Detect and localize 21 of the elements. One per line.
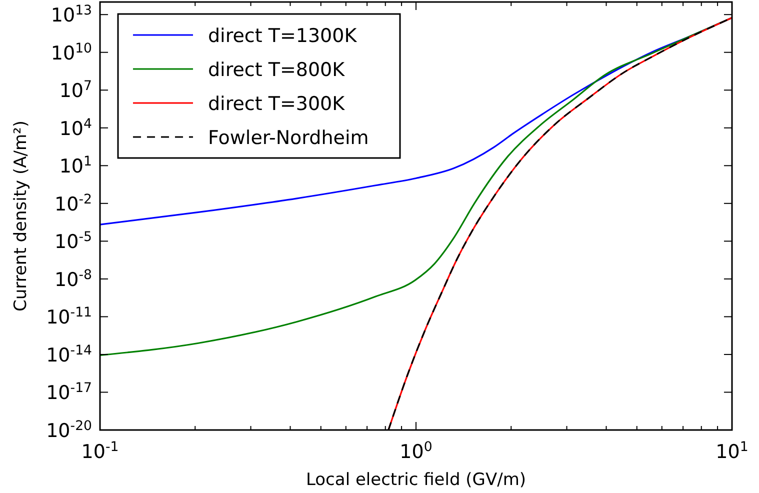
y-tick-label: 10$^{-5}$ xyxy=(54,230,92,254)
y-tick-label: 10$^{-2}$ xyxy=(54,192,92,216)
y-tick-label: 10$^{-14}$ xyxy=(46,342,92,366)
y-tick-label: 10$^{-17}$ xyxy=(46,380,92,404)
x-tick-label: 10$^{-1}$ xyxy=(81,440,119,463)
y-axis-title: Current density (A/m²) xyxy=(11,120,31,312)
legend-label: Fowler-Nordheim xyxy=(208,127,369,149)
y-tick-label: 10$^{1}$ xyxy=(59,154,92,178)
y-tick-label: 10$^{10}$ xyxy=(50,40,92,64)
y-tick-label: 10$^{-8}$ xyxy=(54,267,92,291)
y-tick-label: 10$^{7}$ xyxy=(59,78,92,102)
legend-label: direct T=1300K xyxy=(208,25,358,47)
legend-label: direct T=300K xyxy=(208,93,346,115)
y-tick-label: 10$^{-20}$ xyxy=(46,418,92,442)
x-tick-label: 10$^{0}$ xyxy=(400,440,432,463)
y-tick-label: 10$^{13}$ xyxy=(50,3,92,27)
y-tick-label: 10$^{-11}$ xyxy=(46,305,92,329)
legend-label: direct T=800K xyxy=(208,59,346,81)
y-tick-label: 10$^{4}$ xyxy=(59,116,92,140)
x-axis-title: Local electric field (GV/m) xyxy=(306,470,526,490)
x-tick-label: 10$^{1}$ xyxy=(716,440,748,463)
